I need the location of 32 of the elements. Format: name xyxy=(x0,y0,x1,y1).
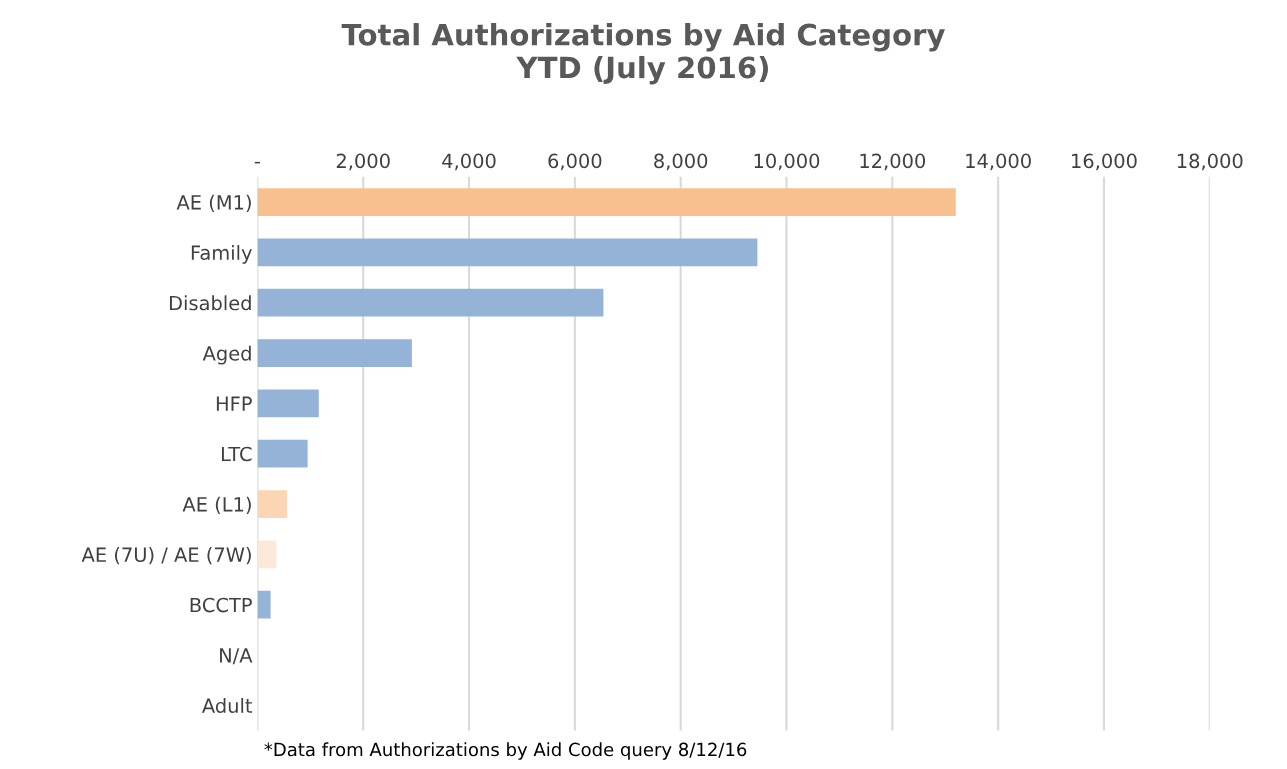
text: *Data from Authorizations by Aid Code query 8/12/16 xyxy=(264,742,747,760)
y-tick-label: Aged xyxy=(202,345,251,365)
bar xyxy=(257,288,604,317)
x-tick-label: 8,000 xyxy=(654,153,708,171)
bar xyxy=(257,238,758,267)
y-tick-label: Family xyxy=(191,244,252,264)
y-tick-label: AE (7U) / AE (7W) xyxy=(81,547,251,565)
x-tick-label: 14,000 xyxy=(966,153,1031,171)
x-tick-label: 18,000 xyxy=(1177,153,1243,171)
y-tick-label: LTC xyxy=(221,446,252,462)
x-tick-label: 12,000 xyxy=(860,153,926,171)
y-tick-label: AE (L1) xyxy=(182,496,251,514)
x-tick-label: - xyxy=(254,161,260,164)
y-tick-label: BCCTP xyxy=(190,597,252,613)
x-tick-label: 16,000 xyxy=(1072,153,1137,171)
bar xyxy=(257,590,271,619)
bar xyxy=(257,540,277,569)
bar xyxy=(257,490,288,518)
x-tick-label: 2,000 xyxy=(336,153,390,171)
bar xyxy=(257,188,956,216)
bar xyxy=(257,339,412,367)
bar xyxy=(257,389,319,418)
x-tick-label: 4,000 xyxy=(442,153,496,171)
y-tick-label: HFP xyxy=(216,396,252,411)
chart-title: Total Authorizations by Aid Category YTD (July 2016) xyxy=(341,23,945,85)
y-tick-label: Disabled xyxy=(169,295,251,311)
bar xyxy=(257,439,308,468)
x-tick-label: 6,000 xyxy=(548,153,602,171)
y-tick-label: Adult xyxy=(202,698,253,714)
y-tick-label: N/A xyxy=(220,648,253,665)
x-tick-label: 10,000 xyxy=(754,153,820,171)
y-tick-label: AE (M1) xyxy=(176,194,251,212)
